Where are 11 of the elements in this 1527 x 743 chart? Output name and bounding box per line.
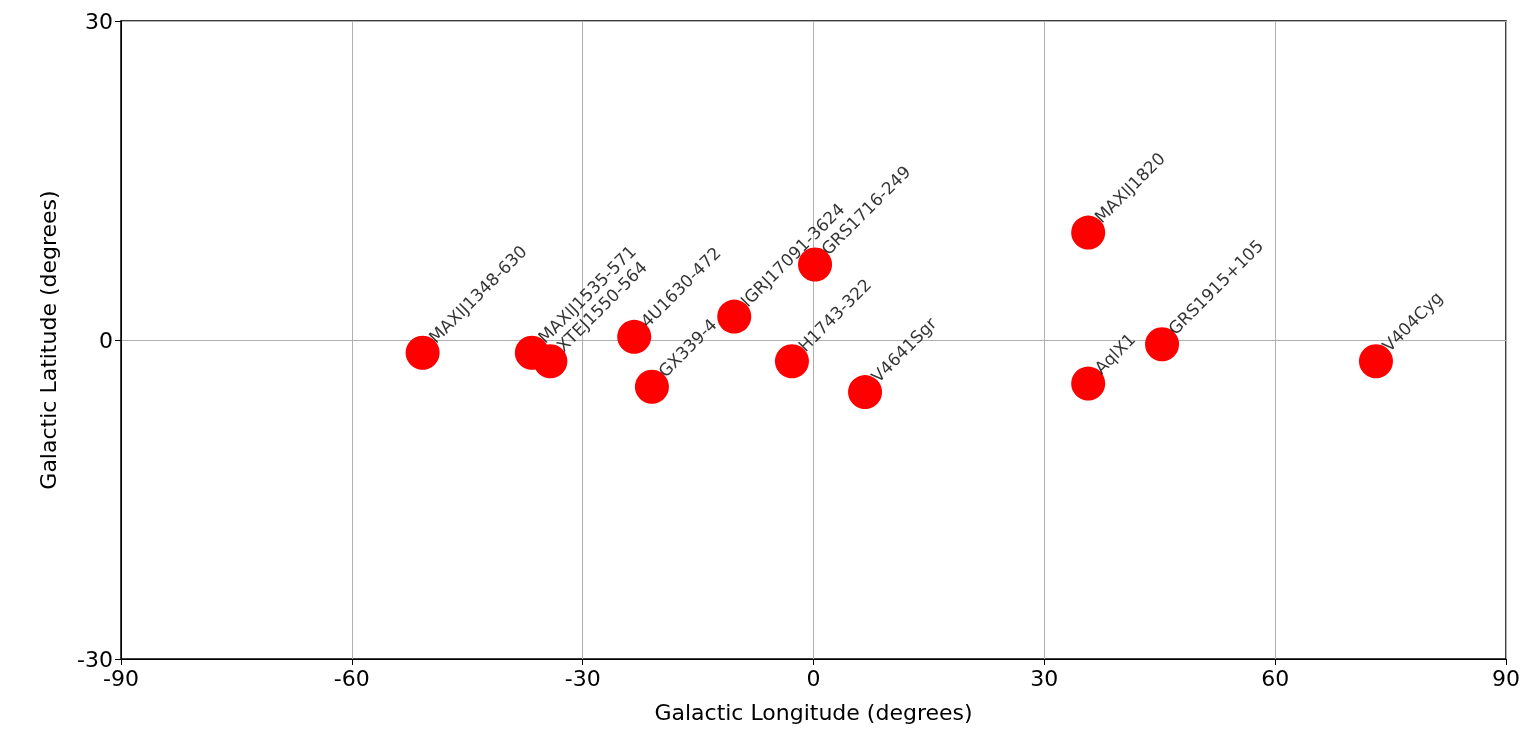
x-tick-label: 30 <box>1030 665 1059 691</box>
y-axis-title: Galactic Latitude (degrees) <box>35 190 61 490</box>
x-tick-label: -60 <box>333 665 370 691</box>
x-tick-label: -30 <box>564 665 601 691</box>
x-axis-title: Galactic Longitude (degrees) <box>654 699 973 725</box>
y-tick-label: 30 <box>85 8 113 34</box>
y-tick-label: 0 <box>99 327 113 353</box>
x-tick-label: 60 <box>1261 665 1290 691</box>
x-tick-label: 90 <box>1492 665 1520 691</box>
x-tick-label: 0 <box>806 665 821 691</box>
y-tick-label: -30 <box>77 646 113 672</box>
